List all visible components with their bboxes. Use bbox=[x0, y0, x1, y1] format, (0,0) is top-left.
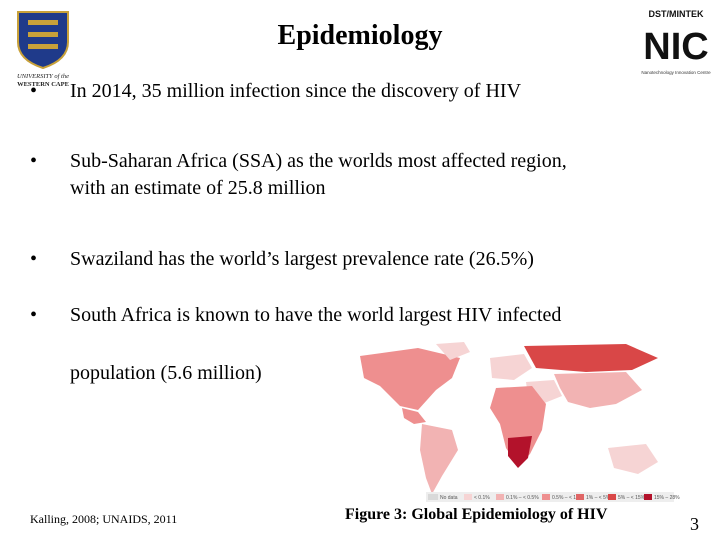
map-legend-label: No data bbox=[440, 495, 458, 501]
bullet-line: Swaziland has the world’s largest preval… bbox=[70, 248, 534, 270]
europe-region bbox=[490, 354, 532, 380]
australia-region bbox=[608, 444, 658, 474]
dst-mintek-nic-logo: DST/MINTEK NIC Nanotechnology Innovation… bbox=[641, 9, 711, 75]
greenland-region bbox=[436, 342, 470, 360]
uwc-logo-line1: UNIVERSITY of the bbox=[17, 73, 69, 80]
bullet-line: South Africa is known to have the world … bbox=[70, 304, 562, 326]
southern-africa-region bbox=[508, 436, 532, 468]
bullet-marker: • bbox=[30, 248, 38, 270]
bullet-line: with an estimate of 25.8 million bbox=[70, 177, 326, 199]
map-legend-label: 0.1% – < 0.5% bbox=[506, 495, 539, 501]
slide-title: Epidemiology bbox=[277, 20, 443, 51]
north-america-region bbox=[360, 348, 460, 410]
nic-logo-line3: Nanotechnology Innovation Centre bbox=[641, 70, 711, 75]
reference-citation: Kalling, 2008; UNAIDS, 2011 bbox=[30, 512, 178, 526]
uwc-logo-line2: WESTERN CAPE bbox=[17, 81, 69, 88]
map-legend-label: 5% – < 15% bbox=[618, 495, 646, 501]
bullet-marker: • bbox=[30, 150, 38, 172]
nic-logo-line1: DST/MINTEK bbox=[649, 9, 704, 19]
south-america-region bbox=[420, 424, 458, 494]
page-number: 3 bbox=[690, 514, 699, 534]
map-legend-label: 0.5% – < 1% bbox=[552, 495, 581, 501]
bullet-marker: • bbox=[30, 304, 38, 326]
bullet-marker: • bbox=[30, 80, 38, 102]
world-hiv-prevalence-map: No data < 0.1% 0.1% – < 0.5% 0.5% – < 1%… bbox=[340, 338, 682, 508]
africa-region bbox=[490, 386, 546, 466]
central-america-region bbox=[402, 408, 426, 424]
university-western-cape-logo: UNIVERSITY of the WESTERN CAPE bbox=[17, 11, 69, 88]
map-legend-label: 1% – < 5% bbox=[586, 495, 611, 501]
nic-logo-line2: NIC bbox=[643, 26, 708, 68]
bullet-line: population (5.6 million) bbox=[70, 362, 262, 384]
russia-region bbox=[524, 344, 658, 372]
bullet-line: In 2014, 35 million infection since the … bbox=[70, 80, 522, 102]
asia-region bbox=[554, 372, 642, 408]
figure-caption: Figure 3: Global Epidemiology of HIV bbox=[345, 506, 608, 523]
map-legend-label: 15% – 28% bbox=[654, 495, 680, 501]
bullet-line: Sub-Saharan Africa (SSA) as the worlds m… bbox=[70, 150, 567, 172]
map-legend-label: < 0.1% bbox=[474, 495, 490, 501]
